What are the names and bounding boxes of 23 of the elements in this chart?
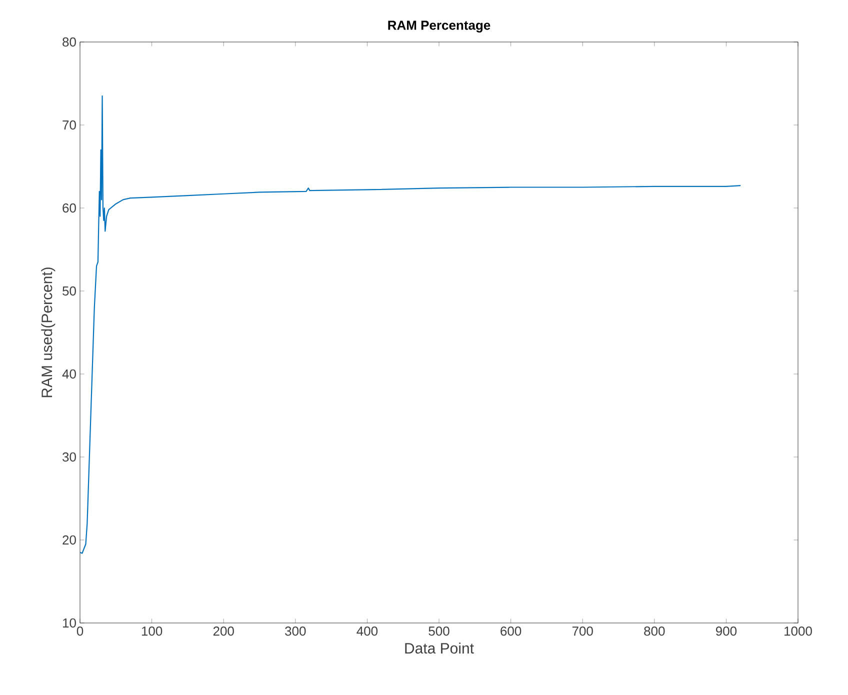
x-tick-label: 700: [572, 626, 593, 636]
x-tick-label: 100: [142, 626, 162, 636]
chart-title: RAM Percentage: [388, 20, 490, 32]
x-tick-label: 400: [356, 626, 378, 636]
y-tick-label: 10: [63, 618, 76, 628]
y-tick-label: 40: [62, 369, 76, 379]
y-tick-label: 70: [62, 120, 76, 130]
x-tick-label: 500: [428, 626, 450, 636]
x-tick-label: 1000: [784, 626, 812, 636]
x-tick-label: 0: [76, 626, 84, 636]
x-tick-label: 800: [644, 626, 665, 636]
y-tick-label: 80: [62, 37, 76, 47]
y-tick-label: 20: [62, 535, 76, 545]
x-tick-label: 600: [500, 626, 522, 636]
y-tick-label: 60: [62, 203, 76, 213]
y-tick-label: 30: [62, 452, 76, 462]
x-axis-title: Data Point: [405, 642, 474, 654]
line-series: [80, 95, 742, 554]
y-axis-title: RAM used(Percent): [41, 268, 56, 398]
x-tick-label: 900: [716, 626, 737, 636]
y-tick-label: 50: [62, 286, 76, 296]
x-tick-label: 300: [285, 626, 306, 636]
x-tick-label: 200: [213, 626, 234, 636]
